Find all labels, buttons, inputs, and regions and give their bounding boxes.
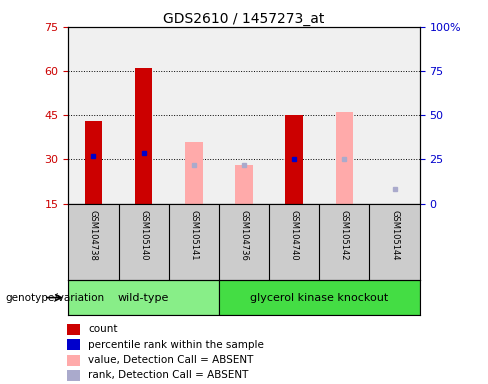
Text: genotype/variation: genotype/variation [5, 293, 104, 303]
Text: value, Detection Call = ABSENT: value, Detection Call = ABSENT [88, 355, 253, 365]
Text: glycerol kinase knockout: glycerol kinase knockout [250, 293, 388, 303]
Bar [84, 121, 102, 204]
Text: percentile rank within the sample: percentile rank within the sample [88, 340, 264, 350]
Bar [67, 339, 80, 350]
Text: rank, Detection Call = ABSENT: rank, Detection Call = ABSENT [88, 371, 248, 381]
Bar [67, 324, 80, 335]
Bar [67, 354, 80, 366]
Bar [67, 370, 80, 381]
Bar [219, 280, 420, 315]
Bar [68, 280, 219, 315]
Bar [336, 112, 353, 204]
Title: GDS2610 / 1457273_at: GDS2610 / 1457273_at [163, 12, 325, 26]
Text: GSM104738: GSM104738 [89, 210, 98, 260]
Text: GSM104736: GSM104736 [240, 210, 248, 260]
Bar [135, 68, 152, 204]
Bar [285, 115, 303, 204]
Bar [185, 142, 203, 204]
Text: GSM105140: GSM105140 [139, 210, 148, 260]
Text: wild-type: wild-type [118, 293, 169, 303]
Text: GSM105142: GSM105142 [340, 210, 349, 260]
Text: count: count [88, 324, 118, 334]
Bar [235, 165, 253, 204]
Text: GSM105141: GSM105141 [189, 210, 198, 260]
Text: GSM104740: GSM104740 [290, 210, 299, 260]
Text: GSM105144: GSM105144 [390, 210, 399, 260]
